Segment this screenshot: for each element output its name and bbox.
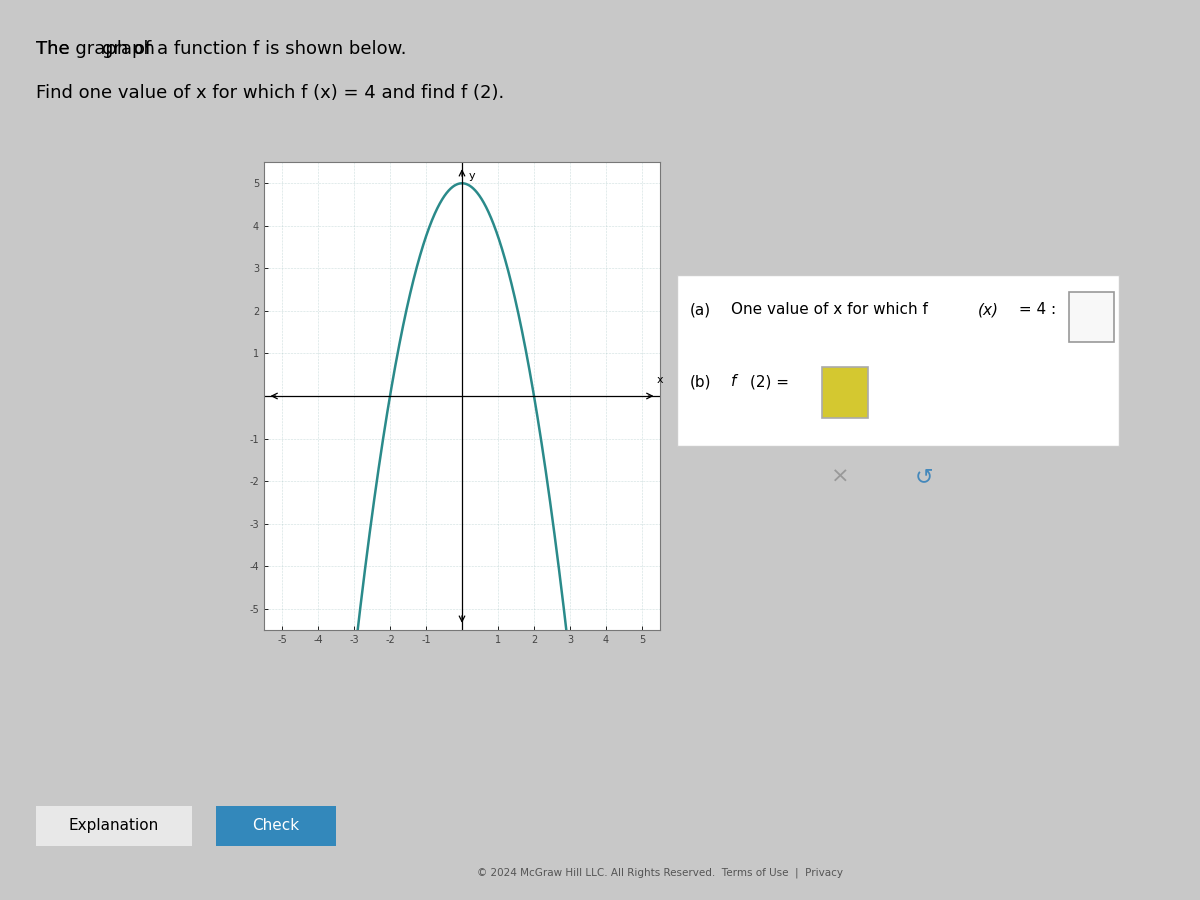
FancyBboxPatch shape: [677, 275, 1118, 446]
Text: (b): (b): [690, 374, 712, 390]
Text: x: x: [656, 375, 664, 385]
Text: f: f: [731, 374, 737, 390]
Text: (a): (a): [690, 302, 712, 318]
Text: ↺: ↺: [914, 467, 934, 487]
Text: Explanation: Explanation: [68, 818, 160, 833]
Text: = 4 :: = 4 :: [1014, 302, 1056, 318]
Text: The graph of a function f is shown below.: The graph of a function f is shown below…: [36, 40, 407, 58]
Text: y: y: [468, 170, 475, 181]
FancyBboxPatch shape: [209, 805, 343, 847]
Text: (2) =: (2) =: [750, 374, 788, 390]
FancyBboxPatch shape: [1069, 292, 1115, 342]
Text: ×: ×: [830, 467, 850, 487]
Text: graph: graph: [102, 40, 155, 58]
Text: (x): (x): [978, 302, 998, 318]
Text: © 2024 McGraw Hill LLC. All Rights Reserved.  Terms of Use  |  Privacy: © 2024 McGraw Hill LLC. All Rights Reser…: [478, 867, 842, 877]
FancyBboxPatch shape: [26, 805, 202, 847]
Text: Check: Check: [252, 818, 300, 833]
Text: One value of x for which f: One value of x for which f: [731, 302, 928, 318]
FancyBboxPatch shape: [822, 367, 868, 418]
Text: The: The: [36, 40, 76, 58]
Text: Find one value of x for which f (x) = 4 and find f (2).: Find one value of x for which f (x) = 4 …: [36, 84, 504, 102]
